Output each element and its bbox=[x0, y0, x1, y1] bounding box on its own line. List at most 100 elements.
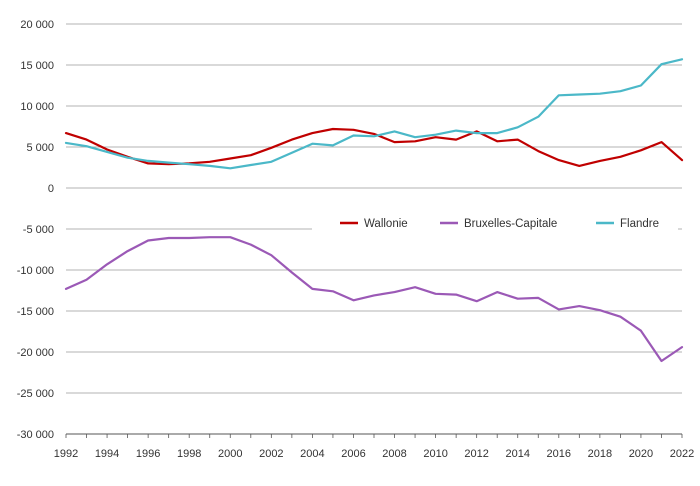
data-point bbox=[373, 135, 375, 137]
data-point bbox=[250, 154, 252, 156]
data-point bbox=[106, 148, 108, 150]
data-point bbox=[599, 93, 601, 95]
data-point bbox=[270, 161, 272, 163]
data-point bbox=[311, 132, 313, 134]
x-tick-label: 2012 bbox=[464, 448, 488, 460]
series-lines bbox=[64, 58, 684, 363]
data-point bbox=[311, 288, 313, 290]
data-point bbox=[229, 167, 231, 169]
data-point bbox=[373, 133, 375, 135]
data-point bbox=[475, 300, 477, 302]
data-point bbox=[352, 299, 354, 301]
x-tick-label: 2004 bbox=[300, 448, 324, 460]
data-point bbox=[496, 140, 498, 142]
legend-label: Wallonie bbox=[364, 218, 408, 230]
x-tick-label: 2006 bbox=[341, 448, 365, 460]
data-point bbox=[65, 132, 67, 134]
data-point bbox=[167, 237, 169, 239]
data-point bbox=[106, 263, 108, 265]
y-axis-ticks: -30 000 -25 000 -20 000 -15 000 -10 000 -5 00… bbox=[17, 19, 54, 441]
data-point bbox=[147, 239, 149, 241]
x-tick-label: 1996 bbox=[136, 448, 160, 460]
data-point bbox=[578, 165, 580, 167]
data-point bbox=[537, 115, 539, 117]
data-point bbox=[270, 147, 272, 149]
data-point bbox=[434, 136, 436, 138]
data-point bbox=[496, 291, 498, 293]
data-point bbox=[414, 286, 416, 288]
data-point bbox=[291, 271, 293, 273]
data-point bbox=[393, 130, 395, 132]
data-point bbox=[517, 298, 519, 300]
data-point bbox=[558, 159, 560, 161]
y-tick-label: -30 000 bbox=[17, 429, 54, 441]
data-point bbox=[496, 132, 498, 134]
y-tick-label: 0 bbox=[48, 183, 54, 195]
x-tick-label: 2016 bbox=[547, 448, 571, 460]
series-line-bruxelles-capitale bbox=[64, 236, 684, 363]
x-tick-label: 2000 bbox=[218, 448, 242, 460]
x-tick-label: 2014 bbox=[505, 448, 529, 460]
y-tick-label: 10 000 bbox=[20, 101, 54, 113]
data-point bbox=[660, 141, 662, 143]
data-point bbox=[537, 297, 539, 299]
y-tick-label: -25 000 bbox=[17, 388, 54, 400]
x-tick-label: 1994 bbox=[95, 448, 119, 460]
data-point bbox=[455, 129, 457, 131]
data-point bbox=[147, 160, 149, 162]
data-point bbox=[147, 162, 149, 164]
x-tick-label: 1998 bbox=[177, 448, 201, 460]
y-tick-label: -20 000 bbox=[17, 347, 54, 359]
data-point bbox=[578, 305, 580, 307]
data-point bbox=[414, 136, 416, 138]
data-point bbox=[85, 138, 87, 140]
y-tick-label: -15 000 bbox=[17, 306, 54, 318]
data-point bbox=[434, 293, 436, 295]
y-tick-label: 5 000 bbox=[26, 142, 54, 154]
data-point bbox=[537, 150, 539, 152]
data-point bbox=[517, 138, 519, 140]
data-point bbox=[414, 140, 416, 142]
data-point bbox=[85, 145, 87, 147]
legend-label: Bruxelles-Capitale bbox=[464, 218, 557, 230]
data-point bbox=[640, 149, 642, 151]
x-tick-label: 2020 bbox=[629, 448, 653, 460]
data-point bbox=[188, 237, 190, 239]
data-point bbox=[65, 142, 67, 144]
x-tick-label: 1992 bbox=[54, 448, 78, 460]
data-point bbox=[209, 161, 211, 163]
data-point bbox=[558, 308, 560, 310]
data-point bbox=[681, 58, 683, 60]
data-point bbox=[599, 160, 601, 162]
data-point bbox=[517, 126, 519, 128]
y-tick-label: -10 000 bbox=[17, 265, 54, 277]
data-point bbox=[209, 165, 211, 167]
data-point bbox=[229, 157, 231, 159]
data-point bbox=[352, 134, 354, 136]
data-point bbox=[393, 291, 395, 293]
data-point bbox=[311, 143, 313, 145]
data-point bbox=[126, 156, 128, 158]
data-point bbox=[250, 243, 252, 245]
legend: Wallonie Bruxelles-Capitale Flandre bbox=[312, 208, 678, 238]
data-point bbox=[393, 141, 395, 143]
data-point bbox=[640, 329, 642, 331]
x-tick-label: 2022 bbox=[670, 448, 694, 460]
data-point bbox=[619, 316, 621, 318]
x-tick-label: 2018 bbox=[588, 448, 612, 460]
y-tick-label: 15 000 bbox=[20, 60, 54, 72]
data-point bbox=[352, 129, 354, 131]
data-point bbox=[270, 254, 272, 256]
data-point bbox=[640, 84, 642, 86]
data-point bbox=[681, 159, 683, 161]
data-point bbox=[106, 151, 108, 153]
x-tick-label: 2002 bbox=[259, 448, 283, 460]
data-point bbox=[455, 293, 457, 295]
data-point bbox=[167, 161, 169, 163]
data-point bbox=[188, 163, 190, 165]
series-line-flandre bbox=[64, 58, 684, 170]
data-point bbox=[291, 138, 293, 140]
data-point bbox=[455, 138, 457, 140]
data-point bbox=[558, 94, 560, 96]
data-point bbox=[619, 156, 621, 158]
